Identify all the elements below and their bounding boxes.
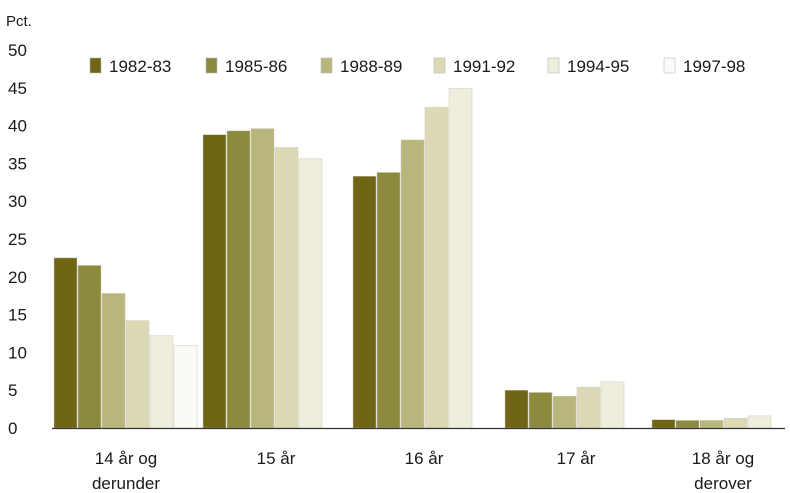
legend-swatch-1985-86: [205, 57, 218, 74]
bar-1982-83-1: [202, 134, 227, 429]
bar-1988-89-3: [552, 395, 577, 429]
bar-1991-92-2: [424, 107, 449, 429]
category-label-2-0: 16 år: [405, 449, 444, 468]
legend-label-1988-89: 1988-89: [340, 57, 402, 76]
y-tick-label-20: 20: [8, 268, 27, 287]
bar-1988-89-2: [400, 139, 425, 429]
bar-1994-95-0: [149, 335, 174, 429]
y-axis-ticks: 0 5 10 15 20 25 30 35 40 45 50: [8, 41, 27, 438]
bar-1997-98-0: [173, 345, 198, 429]
bar-1988-89-1: [250, 128, 275, 429]
legend-label-1991-92: 1991-92: [453, 57, 515, 76]
bar-1985-86-0: [77, 265, 102, 429]
legend: 1982-83 1985-86 1988-89 1991-92 1994-95 1997-…: [89, 57, 745, 76]
bar-1988-89-0: [101, 293, 126, 429]
bar-1985-86-1: [226, 130, 251, 429]
y-tick-label-25: 25: [8, 230, 27, 249]
legend-swatch-1982-83: [89, 57, 102, 74]
y-axis-unit-label: Pct.: [6, 13, 32, 30]
y-tick-label-0: 0: [8, 419, 17, 438]
y-tick-label-45: 45: [8, 79, 27, 98]
y-tick-label-50: 50: [8, 41, 27, 60]
category-label-4-0: 18 år og: [692, 449, 754, 468]
bar-1994-95-1: [298, 158, 323, 429]
bar-1985-86-4: [675, 420, 700, 429]
legend-label-1994-95: 1994-95: [567, 57, 629, 76]
bar-1991-92-1: [274, 147, 299, 429]
bar-1991-92-0: [125, 320, 150, 429]
bar-1994-95-4: [747, 415, 772, 429]
y-tick-label-30: 30: [8, 192, 27, 211]
bar-1991-92-3: [576, 386, 601, 429]
category-label-0-1: derunder: [92, 474, 160, 493]
bar-1982-83-3: [504, 389, 529, 429]
bar-1988-89-4: [699, 420, 724, 429]
bar-1994-95-2: [448, 88, 473, 429]
legend-swatch-1991-92: [433, 57, 446, 74]
bars: [53, 88, 772, 429]
bar-1985-86-3: [528, 392, 553, 429]
legend-label-1982-83: 1982-83: [109, 57, 171, 76]
y-tick-label-40: 40: [8, 117, 27, 136]
bar-1982-83-4: [651, 419, 676, 429]
category-label-4-1: derover: [694, 474, 752, 493]
bar-1994-95-3: [600, 381, 625, 429]
bar-1985-86-2: [376, 172, 401, 429]
bar-1982-83-2: [352, 176, 377, 429]
y-tick-label-10: 10: [8, 343, 27, 362]
category-label-1-0: 15 år: [257, 449, 296, 468]
bar-1991-92-4: [723, 417, 748, 429]
bar-1982-83-0: [53, 257, 78, 429]
legend-label-1997-98: 1997-98: [683, 57, 745, 76]
legend-swatch-1988-89: [320, 57, 333, 74]
y-tick-label-15: 15: [8, 306, 27, 325]
category-label-3-0: 17 år: [557, 449, 596, 468]
category-label-0-0: 14 år og: [95, 449, 157, 468]
x-axis-category-labels: 14 år og derunder 15 år 16 år 17 år 18 år og d…: [92, 449, 754, 493]
legend-label-1985-86: 1985-86: [225, 57, 287, 76]
legend-swatch-1994-95: [547, 57, 560, 74]
legend-swatch-1997-98: [663, 57, 676, 74]
y-tick-label-5: 5: [8, 381, 17, 400]
y-tick-label-35: 35: [8, 154, 27, 173]
